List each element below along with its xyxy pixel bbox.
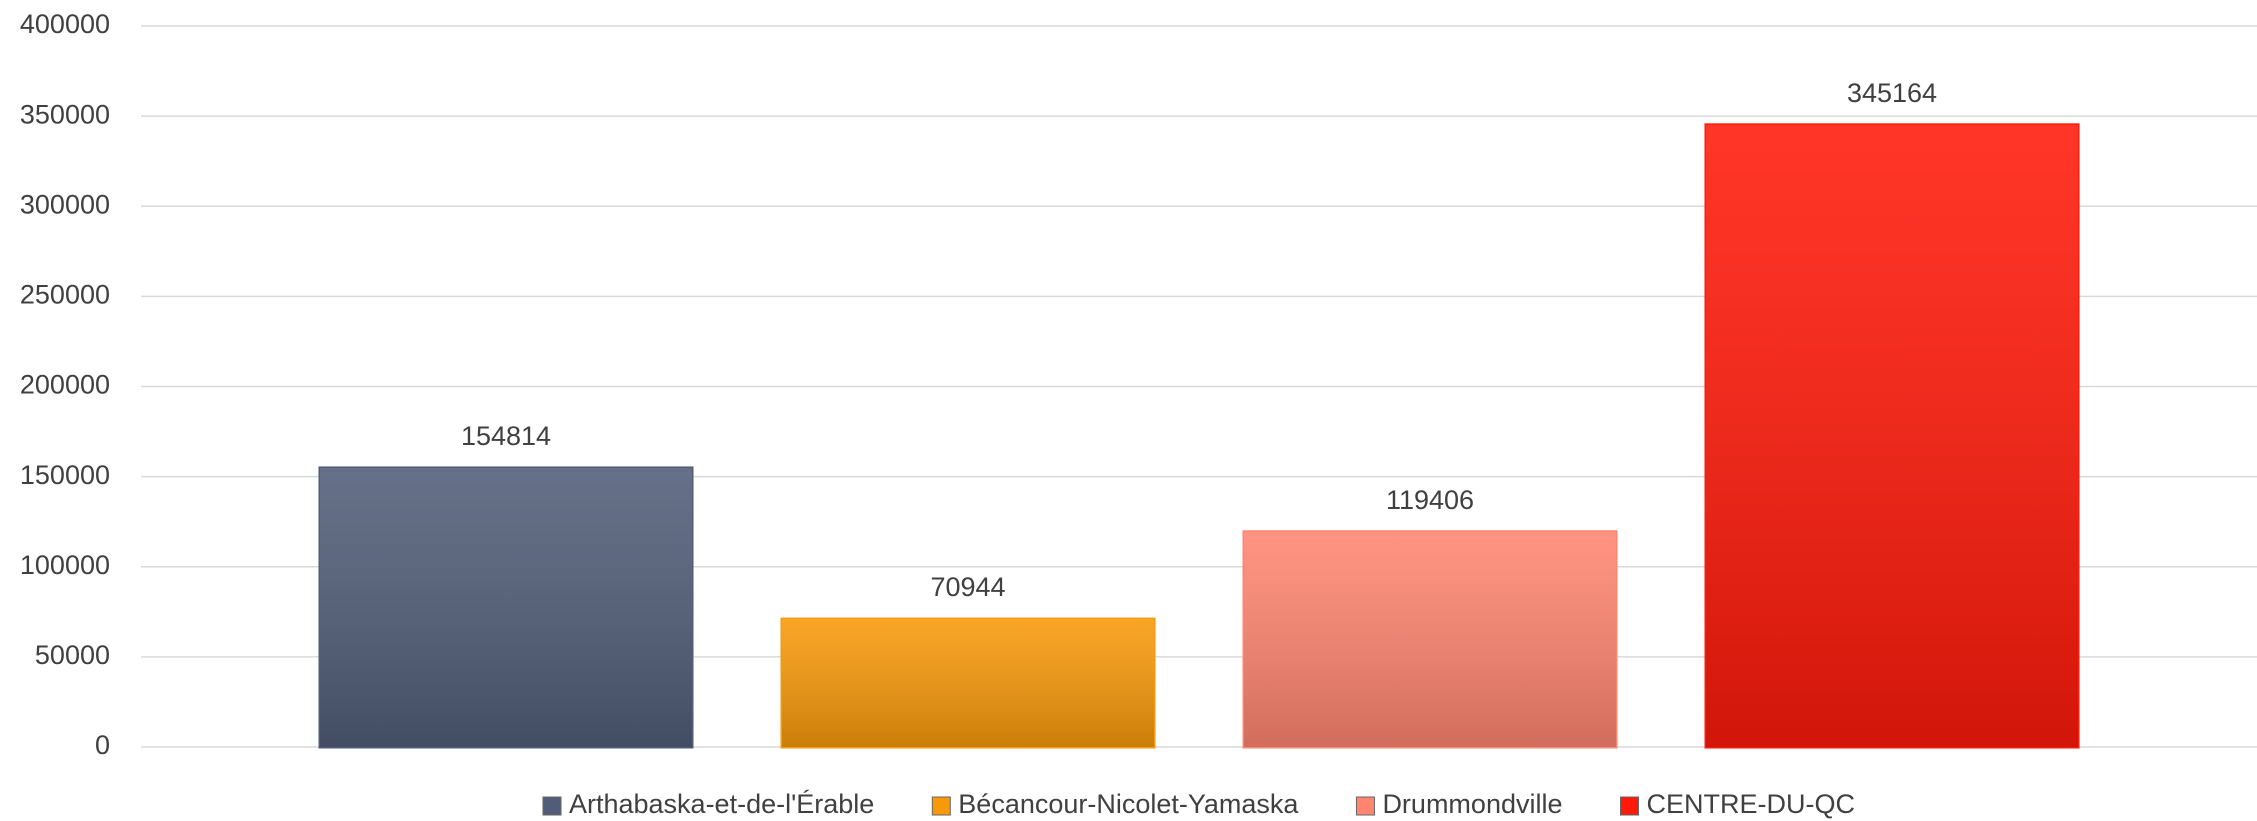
legend-swatch bbox=[1355, 796, 1375, 816]
legend-swatch bbox=[542, 796, 562, 816]
y-tick-label: 250000 bbox=[20, 280, 110, 310]
legend-swatch bbox=[931, 796, 951, 816]
y-tick-label: 300000 bbox=[20, 189, 110, 219]
legend-label: CENTRE-DU-QC bbox=[1647, 789, 1856, 819]
data-label: 345164 bbox=[1847, 78, 1937, 108]
bar-shade bbox=[782, 619, 1154, 747]
y-tick-label: 200000 bbox=[20, 370, 110, 400]
y-tick-label: 150000 bbox=[20, 460, 110, 490]
data-label: 154814 bbox=[461, 421, 551, 451]
data-label: 119406 bbox=[1386, 485, 1474, 515]
y-tick-label: 400000 bbox=[20, 9, 110, 39]
data-label: 70944 bbox=[930, 572, 1005, 602]
legend-swatch bbox=[1620, 796, 1640, 816]
bar-shade bbox=[1706, 124, 2078, 747]
bar-shade bbox=[1244, 531, 1616, 747]
y-tick-label: 350000 bbox=[20, 99, 110, 129]
y-tick-label: 50000 bbox=[35, 640, 110, 670]
bar-shade bbox=[320, 467, 692, 747]
y-tick-label: 100000 bbox=[20, 550, 110, 580]
legend-label: Bécancour-Nicolet-Yamaska bbox=[958, 789, 1299, 819]
legend-label: Drummondville bbox=[1382, 789, 1562, 819]
legend-label: Arthabaska-et-de-l'Érable bbox=[569, 789, 874, 819]
y-tick-label: 0 bbox=[95, 730, 110, 760]
